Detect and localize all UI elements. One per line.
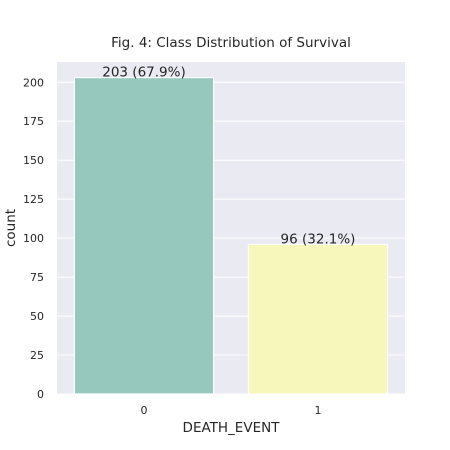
bar-value-label: 96 (32.1%): [281, 231, 356, 247]
x-tick-label: 1: [315, 404, 322, 417]
y-tick-label: 0: [37, 388, 44, 401]
y-tick-label: 175: [23, 115, 44, 128]
x-axis-label: DEATH_EVENT: [183, 420, 281, 436]
y-axis-label: count: [3, 209, 19, 247]
y-tick-label: 50: [30, 310, 44, 323]
bars: [73, 76, 389, 395]
x-tick-label: 0: [141, 404, 148, 417]
chart-title: Fig. 4: Class Distribution of Survival: [111, 35, 351, 51]
y-tick-label: 200: [23, 76, 44, 89]
y-tick-label: 125: [23, 193, 44, 206]
bar-1: [247, 243, 389, 395]
y-tick-label: 100: [23, 232, 44, 245]
y-tick-label: 150: [23, 154, 44, 167]
y-axis-ticks: 0 25 50 75 100 125 150 175 200: [23, 76, 44, 401]
y-tick-label: 25: [30, 349, 44, 362]
y-tick-label: 75: [30, 271, 44, 284]
bar-labels: 203 (67.9%) 96 (32.1%): [102, 65, 355, 248]
bar-value-label: 203 (67.9%): [102, 65, 185, 81]
bar-0: [73, 76, 215, 395]
